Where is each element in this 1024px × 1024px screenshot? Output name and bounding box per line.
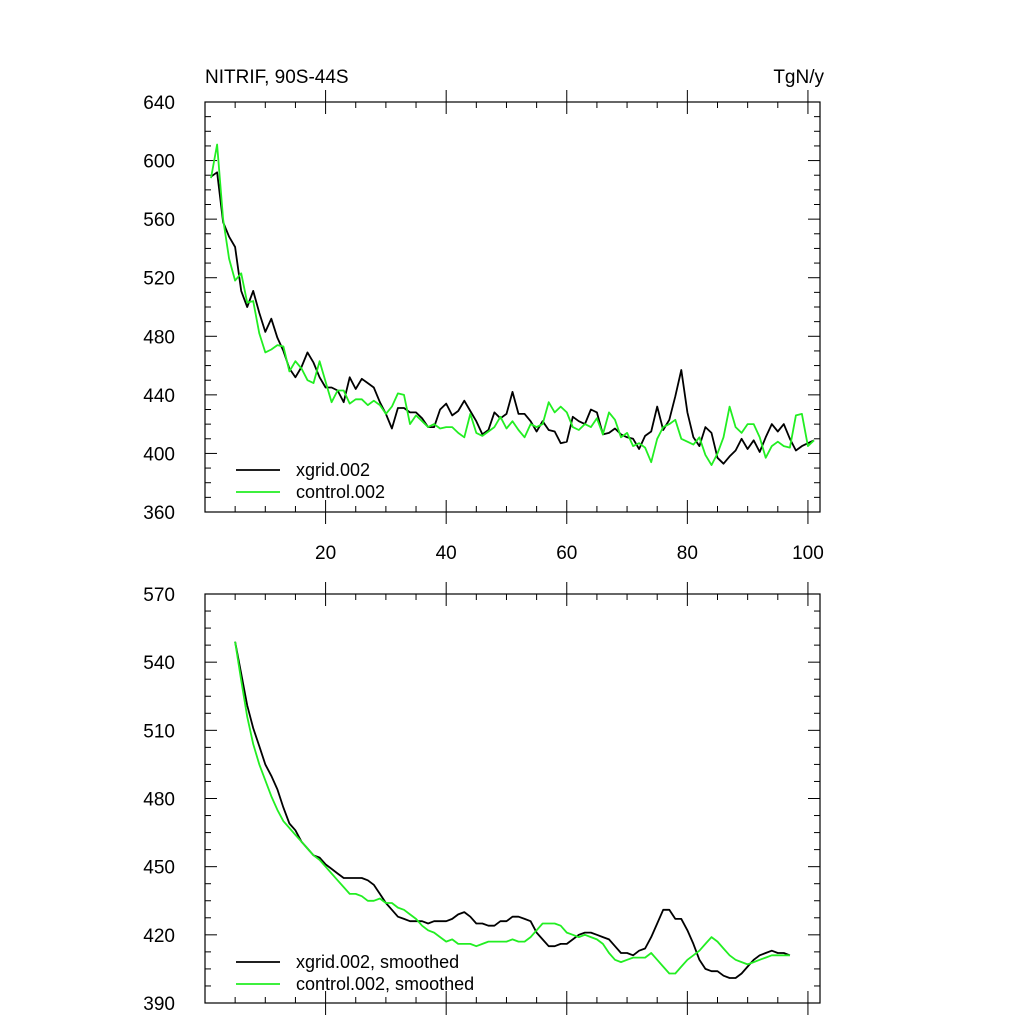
y-tick-label: 640 bbox=[143, 93, 175, 114]
y-tick-label: 480 bbox=[143, 327, 175, 348]
plot-frame bbox=[204, 101, 821, 513]
x-tick-label: 40 bbox=[436, 543, 457, 564]
y-tick-label: 440 bbox=[143, 386, 175, 407]
chart-top: 360 400 440 480 520 560 600 640 20 40 60 80 100 NITRI… bbox=[143, 67, 824, 564]
series-line-xgrid-002 bbox=[210, 171, 815, 465]
y-tick-label: 450 bbox=[143, 858, 175, 879]
y-tick-label: 390 bbox=[143, 994, 175, 1015]
y-tick-label: 360 bbox=[143, 503, 175, 524]
x-tick-label: 20 bbox=[315, 543, 336, 564]
x-tick-label: 60 bbox=[556, 543, 577, 564]
x-tick-label: 80 bbox=[677, 543, 698, 564]
legend-label: control.002, smoothed bbox=[296, 974, 474, 994]
y-tick-label: 400 bbox=[143, 444, 175, 465]
y-tick-label: 560 bbox=[143, 210, 175, 231]
y-tick-label: 480 bbox=[143, 790, 175, 811]
chart-title: NITRIF, 90S-44S bbox=[205, 67, 349, 88]
y-tick-label: 600 bbox=[143, 152, 175, 173]
series-line-control-002-smoothed bbox=[234, 641, 790, 975]
series-line-xgrid-002-smoothed bbox=[234, 641, 791, 979]
legend-label: xgrid.002 bbox=[296, 460, 370, 480]
plot-frame bbox=[204, 593, 821, 1004]
legend-label: control.002 bbox=[296, 482, 385, 502]
y-tick-label: 540 bbox=[143, 653, 175, 674]
x-tick-label: 100 bbox=[792, 543, 824, 564]
series-line-control-002 bbox=[210, 143, 815, 467]
y-tick-label: 510 bbox=[143, 721, 175, 742]
chart-bottom: 390 420 450 480 510 540 570 xgrid.002, smoothed… bbox=[143, 582, 821, 1015]
y-tick-label: 570 bbox=[143, 585, 175, 606]
legend-label: xgrid.002, smoothed bbox=[296, 952, 459, 972]
y-tick-label: 520 bbox=[143, 269, 175, 290]
y-tick-label: 420 bbox=[143, 926, 175, 947]
units-label: TgN/y bbox=[773, 67, 824, 88]
